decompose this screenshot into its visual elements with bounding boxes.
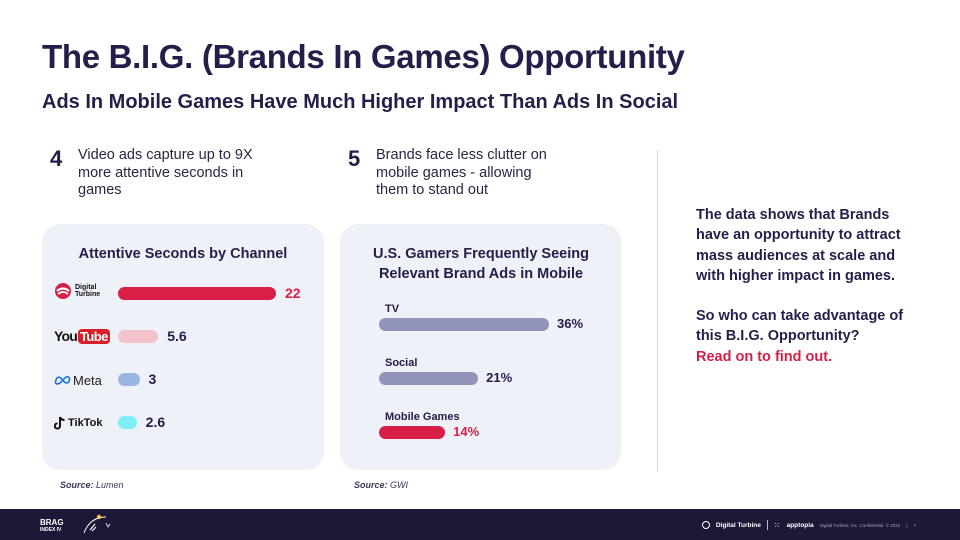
logo-tiktok: TikTok — [54, 413, 102, 433]
brag-index-logo: BRAG INDEX IV — [40, 518, 64, 534]
data-label: 14% — [453, 424, 480, 439]
youtube-icon: Tube — [78, 328, 110, 344]
arc-icon — [83, 514, 111, 534]
footer-brand: apptopia — [786, 521, 814, 529]
data-label: 36% — [557, 316, 584, 331]
footer-bar — [0, 509, 960, 540]
apptopia-icon: ⁙ — [773, 520, 781, 530]
category-label: TV — [385, 303, 400, 315]
data-label: 5.6 — [167, 328, 187, 344]
chart-bar — [118, 416, 137, 429]
page-number: 7 — [913, 522, 916, 528]
stat-text: Video ads capture up to 9X more attentiv… — [78, 147, 253, 198]
chart-bar — [118, 373, 140, 386]
logo-text: Turbine — [75, 291, 101, 298]
stat-number: 4 — [50, 146, 63, 171]
stat-5: 5 Brands face less clutter on mobile gam… — [348, 147, 561, 200]
separator-text: | — [906, 522, 908, 528]
stat-text: Brands face less clutter on mobile games… — [376, 147, 547, 198]
meta-icon — [54, 375, 71, 385]
logo-text: Meta — [73, 372, 102, 388]
attentive-seconds-card — [42, 224, 324, 470]
data-label: 2.6 — [145, 414, 166, 430]
logo-text: You — [54, 328, 78, 344]
digital-turbine-icon — [701, 521, 710, 529]
source-label: Source: — [354, 480, 388, 490]
logo-text: Digital — [75, 284, 97, 291]
tiktok-icon — [54, 416, 65, 430]
logo-digital-turbine: Digital Turbine — [54, 281, 100, 301]
digital-turbine-icon — [55, 283, 71, 299]
logo-text: BRAG — [40, 518, 64, 527]
source-note: Source: Lumen — [60, 480, 124, 490]
footer-brand: Digital Turbine — [715, 521, 761, 529]
logo-youtube: You Tube — [54, 326, 110, 346]
source-value: Lumen — [96, 480, 124, 490]
category-label: Mobile Games — [385, 411, 460, 423]
logo-text: TikTok — [68, 417, 103, 429]
stat-4: 4 Video ads capture up to 9X more attent… — [50, 147, 263, 200]
chart-bar — [379, 426, 446, 439]
divider — [657, 150, 658, 472]
data-label: 3 — [148, 371, 157, 387]
logo-text: INDEX IV — [40, 527, 62, 533]
confidential-note: Digital Turbine, Inc. Confidential. © 20… — [819, 522, 901, 528]
chart-title: Attentive Seconds by Channel — [78, 246, 288, 262]
logo-meta: Meta — [54, 370, 102, 390]
footer-brands: Digital Turbine ⁙ apptopia Digital Turbi… — [701, 520, 916, 530]
page-title: The B.I.G. (Brands In Games) Opportunity — [42, 38, 685, 75]
chart-bar — [379, 372, 479, 385]
category-label: Social — [385, 357, 418, 369]
footer-separator — [766, 520, 768, 530]
source-label: Source: — [60, 480, 94, 490]
chart-bar — [379, 318, 549, 331]
stat-number: 5 — [348, 146, 361, 171]
callout-question: So who can take advantage of this B.I.G.… — [696, 308, 904, 345]
source-value: GWI — [390, 480, 409, 490]
chart-title: U.S. Gamers Frequently Seeing Relevant B… — [373, 246, 589, 282]
source-note: Source: GWI — [354, 480, 408, 490]
callout-paragraph: The data shows that Brands have an oppor… — [696, 207, 901, 284]
chart-bar — [118, 330, 159, 343]
chart-bar — [118, 287, 276, 300]
page-subtitle: Ads In Mobile Games Have Much Higher Imp… — [42, 91, 679, 113]
data-label: 21% — [486, 370, 513, 385]
cta-text: Read on to find out. — [696, 348, 833, 365]
side-callout: The data shows that Brands have an oppor… — [696, 205, 916, 367]
data-label: 22 — [285, 285, 301, 301]
